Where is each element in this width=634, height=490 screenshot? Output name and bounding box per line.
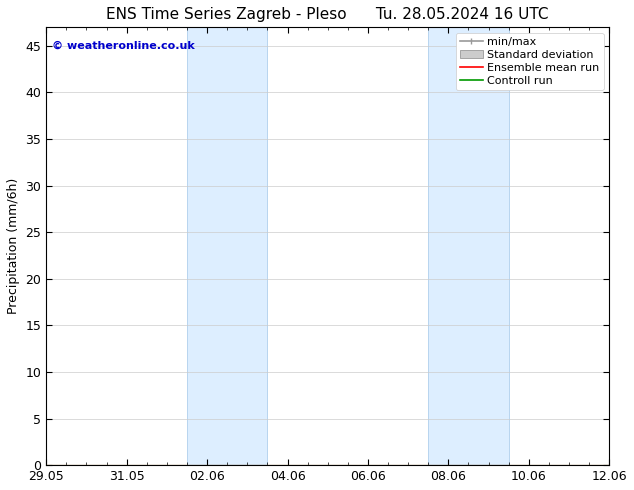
Bar xyxy=(429,27,508,465)
Legend: min/max, Standard deviation, Ensemble mean run, Controll run: min/max, Standard deviation, Ensemble me… xyxy=(456,33,604,90)
Y-axis label: Precipitation (mm/6h): Precipitation (mm/6h) xyxy=(7,178,20,315)
Text: © weatheronline.co.uk: © weatheronline.co.uk xyxy=(52,40,195,50)
Bar xyxy=(187,27,268,465)
Title: ENS Time Series Zagreb - Pleso      Tu. 28.05.2024 16 UTC: ENS Time Series Zagreb - Pleso Tu. 28.05… xyxy=(107,7,549,22)
